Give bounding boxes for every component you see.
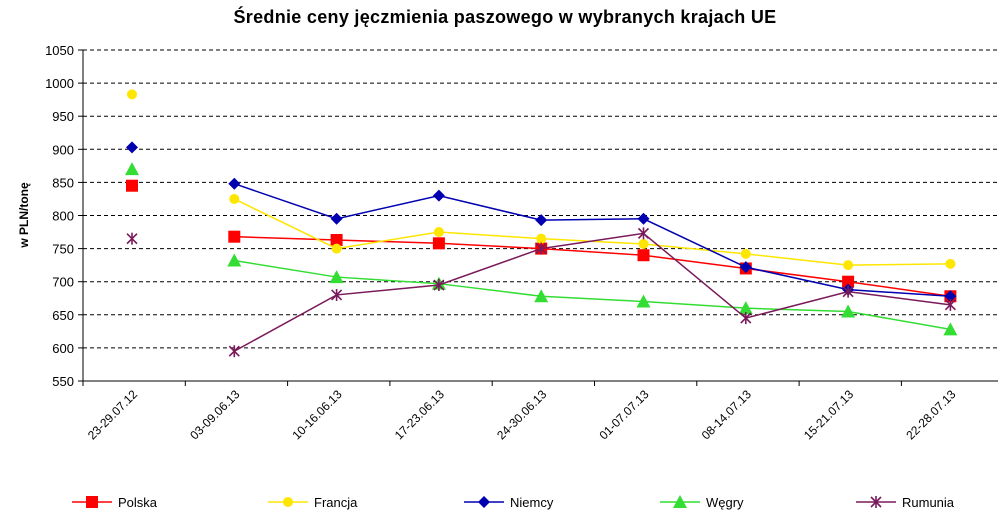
data-point [330,212,343,225]
data-point [740,248,751,259]
y-tick-label: 850 [52,175,74,190]
legend-label: Rumunia [902,495,955,510]
data-point [945,258,956,269]
data-point [637,249,650,262]
data-point [227,253,242,267]
x-tick-label: 03-09.06.13 [187,387,242,442]
y-tick-label: 650 [52,308,74,323]
data-point [478,496,490,508]
data-point [842,275,855,288]
data-point [228,230,241,243]
axes [82,50,998,386]
legend-item-francja: Francja [268,495,358,510]
x-tick-label: 15-21.07.13 [801,387,856,442]
data-point [536,233,547,244]
data-point [944,290,957,303]
series-line [234,183,951,298]
legend: Polska Francja Niemcy Węgry Rumunia [72,495,955,510]
grid-lines [78,49,998,382]
series-layer [125,89,958,358]
y-tick-label: 1050 [45,43,74,58]
data-point [673,495,687,508]
legend-item-niemcy: Niemcy [464,495,554,510]
data-point [86,496,98,508]
data-point [637,227,650,240]
data-point [843,260,854,271]
y-tick-label: 750 [52,242,74,257]
data-point [943,322,958,336]
x-tick-label: 01-07.07.13 [596,387,651,442]
y-tick-label: 800 [52,209,74,224]
legend-label: Węgry [706,495,744,510]
data-point [229,193,240,204]
y-tick-labels: 550 600 650 700 750 800 850 900 950 1000 1050 [45,43,74,389]
data-point [126,179,138,192]
data-point [283,497,293,507]
series-węgry [125,162,958,336]
data-point [870,496,882,508]
series-line [234,259,951,331]
series-line [233,232,951,352]
y-tick-label: 550 [52,374,74,389]
data-point [331,243,342,254]
y-tick-label: 900 [52,142,74,157]
legend-item-węgry: Węgry [660,495,744,510]
data-point [228,345,240,358]
legend-label: Niemcy [510,495,554,510]
series-rumunia [126,227,956,358]
legend-item-polska: Polska [72,495,158,510]
chart-title: Średnie ceny jęczmienia paszowego w wybr… [233,6,776,27]
data-point [329,270,344,284]
series-niemcy [126,141,957,303]
data-point [636,294,651,308]
data-point [944,298,956,311]
data-point [740,312,752,325]
x-tick-label: 23-29.07.12 [85,387,140,442]
data-point [842,285,854,298]
data-point [739,261,752,274]
data-point [738,301,753,315]
x-tick-labels: 23-29.07.12 03-09.06.13 10-16.06.13 17-23.0… [85,387,959,442]
data-point [433,279,445,292]
series-line [233,198,951,266]
y-tick-label: 1000 [45,76,74,91]
legend-label: Polska [118,495,158,510]
y-tick-label: 700 [52,275,74,290]
y-tick-label: 950 [52,109,74,124]
data-point [330,233,343,246]
data-point [841,304,856,318]
data-point [125,162,139,176]
data-point [126,141,138,154]
legend-item-rumunia: Rumunia [856,495,955,510]
data-point [127,89,137,100]
data-point [535,214,548,227]
data-point [331,288,343,301]
data-point [432,189,445,202]
x-tick-label: 17-23.06.13 [392,387,447,442]
data-point [228,177,241,190]
y-axis-label: w PLN/tonę [17,182,31,249]
x-tick-label: 08-14.07.13 [699,387,754,442]
data-point [433,227,444,238]
x-tick-label: 24-30.06.13 [494,387,549,442]
legend-label: Francja [314,495,358,510]
data-point [126,232,138,245]
series-line [234,235,951,298]
data-point [638,238,649,249]
x-tick-label: 22-28.07.13 [903,387,958,442]
data-point [432,237,445,250]
data-point [534,289,549,303]
data-point [637,212,650,225]
y-tick-label: 600 [52,341,74,356]
x-tick-label: 10-16.06.13 [290,387,345,442]
data-point [535,242,547,255]
